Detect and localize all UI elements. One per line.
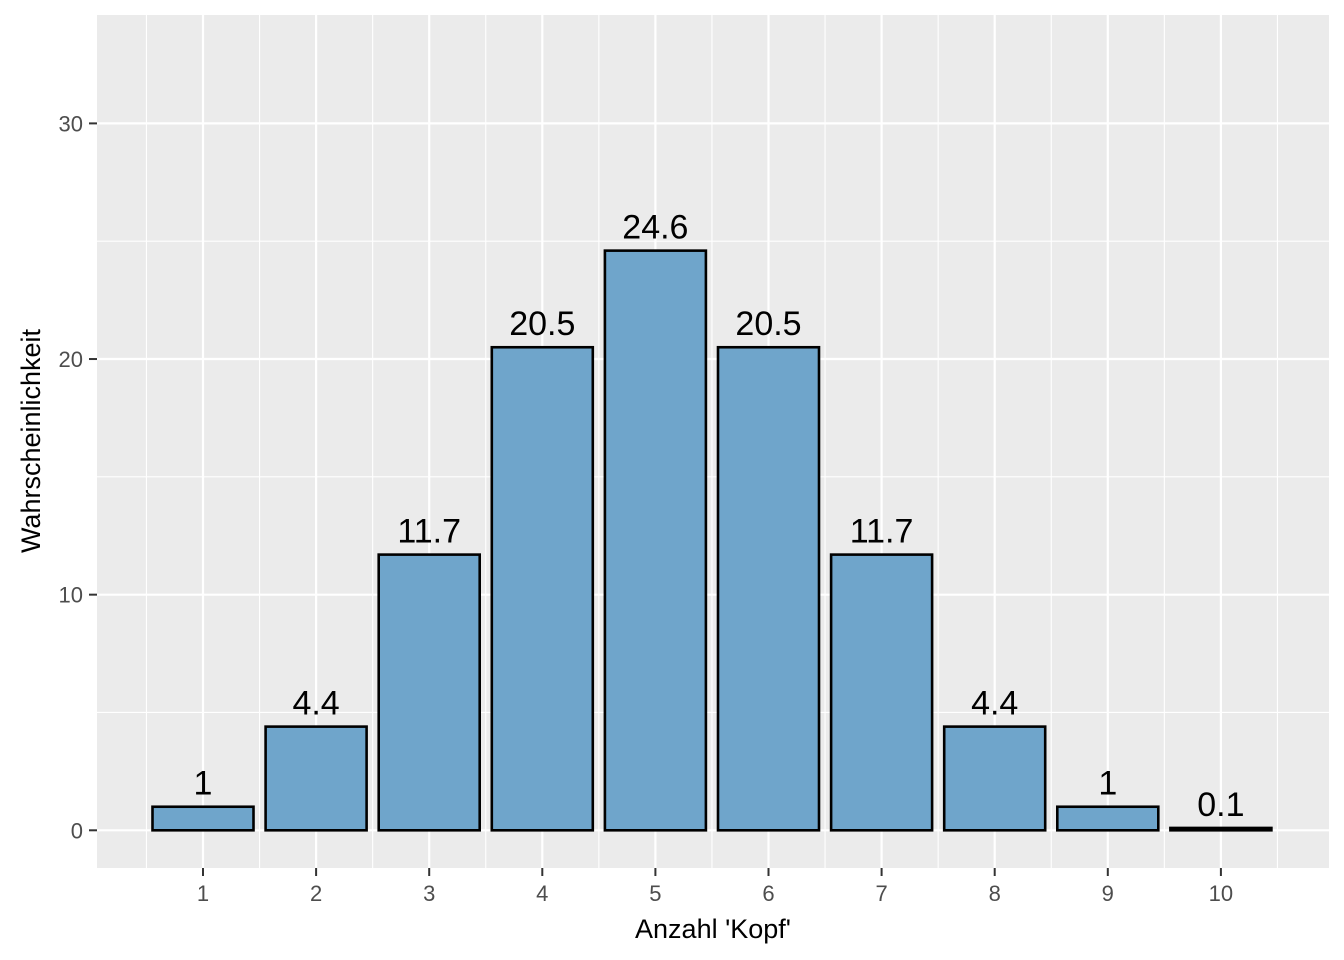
x-axis-title: Anzahl 'Kopf' [635, 914, 791, 944]
data-label-7: 11.7 [850, 513, 914, 551]
y-tick-label: 20 [59, 347, 83, 372]
x-tick-label: 2 [310, 881, 322, 906]
bar-3 [377, 553, 482, 832]
data-label-2: 4.4 [292, 685, 339, 723]
bar-9 [1056, 805, 1160, 832]
grid-minor [97, 15, 1329, 868]
y-tick-label: 30 [59, 111, 83, 136]
bar-6 [716, 345, 821, 832]
x-tick-label: 1 [197, 881, 209, 906]
bar-4 [490, 345, 595, 832]
x-tick-label: 3 [423, 881, 435, 906]
x-tick-label: 5 [649, 881, 661, 906]
bar-7 [829, 553, 934, 832]
data-label-4: 20.5 [509, 305, 575, 343]
data-label-6: 20.5 [735, 305, 801, 343]
x-tick-label: 6 [762, 881, 774, 906]
bar-1 [151, 805, 255, 832]
data-label-10: 0.1 [1197, 786, 1244, 824]
x-axis: 1 2 3 4 5 6 7 8 9 10 [197, 868, 1233, 906]
x-tick-label: 10 [1209, 881, 1233, 906]
bar-5 [603, 249, 708, 832]
x-tick-label: 8 [989, 881, 1001, 906]
y-tick-label: 10 [59, 583, 83, 608]
x-tick-label: 4 [536, 881, 548, 906]
y-axis-title: Wahrscheinlichkeit [16, 328, 46, 553]
y-tick-label: 0 [71, 818, 83, 843]
bars [151, 249, 1273, 832]
y-axis: 0 10 20 30 [59, 111, 97, 843]
data-label-3: 11.7 [397, 513, 461, 551]
data-label-9: 1 [1098, 765, 1117, 803]
bar-10 [1169, 826, 1273, 832]
data-labels: 1 4.4 11.7 20.5 24.6 20.5 11.7 4.4 1 0.1 [194, 209, 1245, 824]
x-tick-label: 9 [1102, 881, 1114, 906]
x-tick-label: 7 [875, 881, 887, 906]
data-label-1: 1 [194, 765, 213, 803]
bar-2 [264, 725, 368, 832]
data-label-8: 4.4 [971, 685, 1018, 723]
bar-8 [942, 725, 1047, 832]
data-label-5: 24.6 [622, 209, 688, 247]
